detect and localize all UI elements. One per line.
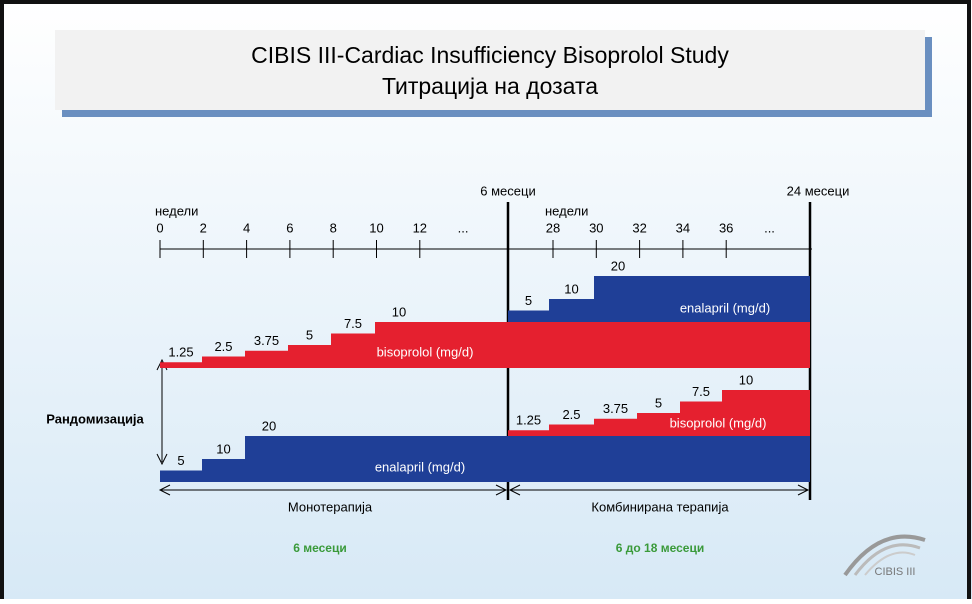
week-label: 8 <box>330 220 337 235</box>
week-label: 28 <box>546 220 560 235</box>
dose-label: 1.25 <box>516 413 541 428</box>
dose-label: 3.75 <box>603 401 628 416</box>
dose-label: 5 <box>306 327 313 342</box>
dose-step <box>202 459 245 482</box>
dose-label: 5 <box>655 395 662 410</box>
title-box <box>55 30 925 110</box>
dose-step <box>245 436 810 482</box>
marker-label: 6 месеци <box>480 183 535 198</box>
duration: 6 до 18 месеци <box>616 541 704 555</box>
dose-label: 2.5 <box>562 407 580 422</box>
logo-arcs <box>843 534 926 577</box>
dose-label: 7.5 <box>692 384 710 399</box>
dose-step <box>680 401 722 436</box>
week-label: 34 <box>676 220 690 235</box>
week-label: 12 <box>413 220 427 235</box>
weeks-label: недели <box>545 203 588 218</box>
week-label: 30 <box>589 220 603 235</box>
dose-step <box>594 276 810 322</box>
arrows <box>156 358 810 496</box>
dose-label: 10 <box>216 441 230 456</box>
drug-label: enalapril (mg/d) <box>375 459 465 474</box>
dose-label: 10 <box>564 281 578 296</box>
title: CIBIS III-Cardiac Insufficiency Bisoprol… <box>251 42 729 68</box>
dose-step <box>160 362 202 368</box>
dose-label: 2.5 <box>214 339 232 354</box>
dose-step <box>637 413 680 436</box>
marker-label: 24 месеци <box>787 183 850 198</box>
week-label: 6 <box>286 220 293 235</box>
logo: CIBIS III <box>875 566 916 578</box>
dose-step <box>245 350 288 368</box>
dose-step <box>549 424 594 436</box>
dose-label: 10 <box>392 304 406 319</box>
randomization: Рандомизација <box>46 411 144 426</box>
dose-step <box>722 390 810 436</box>
phase-label: Монотерапија <box>288 499 373 514</box>
dose-step <box>508 430 549 436</box>
week-label: ... <box>764 220 775 235</box>
dose-step <box>375 322 810 368</box>
dose-step <box>202 356 245 368</box>
dose-label: 7.5 <box>344 316 362 331</box>
week-label: 32 <box>632 220 646 235</box>
week-label: 36 <box>719 220 733 235</box>
week-label: 10 <box>369 220 383 235</box>
phase-label: Комбинирана терапија <box>591 499 729 514</box>
drug-label: enalapril (mg/d) <box>680 300 770 315</box>
dose-label: 1.25 <box>168 345 193 360</box>
dose-label: 5 <box>177 453 184 468</box>
week-label: 2 <box>200 220 207 235</box>
dose-label: 20 <box>611 258 625 273</box>
drug-label: bisoprolol (mg/d) <box>377 344 474 359</box>
dose-step <box>331 333 375 368</box>
duration: 6 месеци <box>293 541 347 555</box>
dose-label: 20 <box>262 418 276 433</box>
dose-step <box>594 418 637 436</box>
dose-label: 3.75 <box>254 333 279 348</box>
drug-label: bisoprolol (mg/d) <box>670 415 767 430</box>
week-label: 4 <box>243 220 250 235</box>
dose-step <box>160 470 202 482</box>
dose-label: 10 <box>739 372 753 387</box>
dose-step <box>288 345 331 368</box>
week-label: 0 <box>156 220 163 235</box>
week-label: ... <box>458 220 469 235</box>
dose-label: 5 <box>525 293 532 308</box>
subtitle: Титрација на дозата <box>382 73 598 99</box>
dose-step <box>508 310 549 322</box>
dose-step <box>549 299 594 322</box>
weeks-label: недели <box>155 203 198 218</box>
